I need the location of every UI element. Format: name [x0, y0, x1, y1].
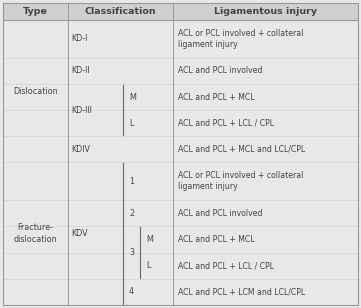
Text: 1: 1: [129, 177, 134, 186]
Text: ACL and PCL + LCL / CPL: ACL and PCL + LCL / CPL: [178, 261, 274, 270]
Text: M: M: [129, 93, 136, 102]
Text: ACL or PCL involved + collateral
ligament injury: ACL or PCL involved + collateral ligamen…: [178, 171, 303, 192]
Text: L: L: [129, 119, 133, 128]
Text: Dislocation: Dislocation: [13, 87, 58, 96]
Text: KD-II: KD-II: [71, 67, 90, 75]
Text: ACL and PCL + LCM and LCL/CPL: ACL and PCL + LCM and LCL/CPL: [178, 287, 305, 296]
Text: 3: 3: [129, 248, 134, 257]
Bar: [3, 3, 358, 20]
Text: Classification: Classification: [85, 7, 156, 16]
Text: ACL and PCL + MCL: ACL and PCL + MCL: [178, 235, 255, 244]
Text: KDV: KDV: [71, 229, 88, 238]
Text: ACL and PCL + MCL: ACL and PCL + MCL: [178, 93, 255, 102]
Text: L: L: [146, 261, 151, 270]
Text: KDIV: KDIV: [71, 145, 90, 154]
Text: M: M: [146, 235, 153, 244]
Text: KD-I: KD-I: [71, 34, 87, 43]
Text: 2: 2: [129, 209, 134, 218]
Text: Ligamentous injury: Ligamentous injury: [214, 7, 317, 16]
Text: 4: 4: [129, 287, 134, 296]
Text: Fracture-
dislocation: Fracture- dislocation: [14, 223, 57, 244]
Text: ACL and PCL involved: ACL and PCL involved: [178, 209, 262, 218]
Text: ACL and PCL involved: ACL and PCL involved: [178, 67, 262, 75]
Text: Type: Type: [23, 7, 48, 16]
Text: ACL and PCL + LCL / CPL: ACL and PCL + LCL / CPL: [178, 119, 274, 128]
Text: ACL and PCL + MCL and LCL/CPL: ACL and PCL + MCL and LCL/CPL: [178, 145, 305, 154]
Text: ACL or PCL involved + collateral
ligament injury: ACL or PCL involved + collateral ligamen…: [178, 29, 303, 49]
Text: KD-III: KD-III: [71, 106, 92, 115]
